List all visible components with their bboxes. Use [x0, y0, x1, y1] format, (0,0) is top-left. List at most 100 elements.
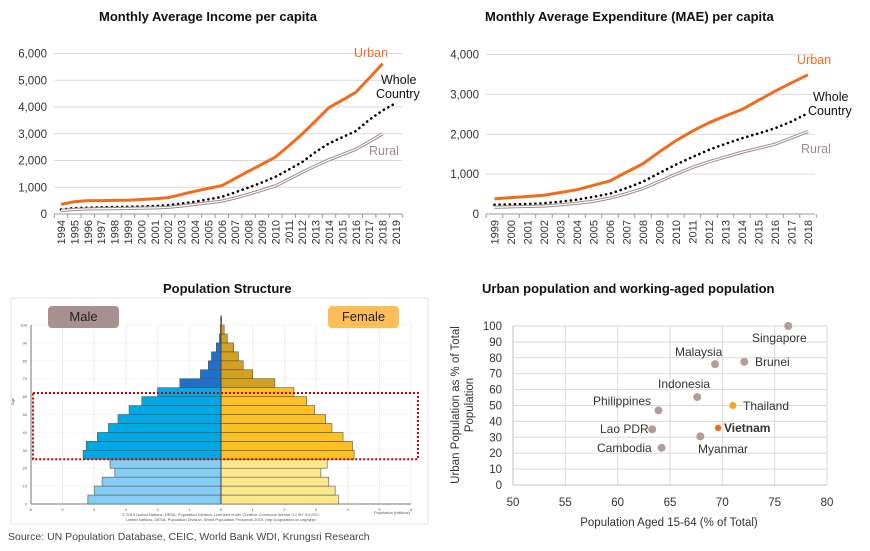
scatter-xtick-label: 65	[664, 497, 677, 509]
pyramid-bar-female	[220, 449, 355, 460]
income-xtick-label: 2006	[217, 220, 229, 244]
income-xtick-label: 2007	[230, 220, 242, 244]
expenditure-xtick-label: 1999	[490, 220, 502, 244]
expenditure-ytick-label: 0	[473, 209, 479, 221]
pyramid-xtick-label: 5	[378, 507, 381, 512]
pyramid-credit-1: © 2019 United Nations, DESA, Population …	[122, 512, 320, 517]
scatter-ytick-label: 60	[489, 385, 502, 397]
income-xtick-label: 2008	[244, 220, 256, 244]
scatter-label-philippines: Philippines	[593, 394, 651, 408]
scatter-xtick-label: 50	[507, 497, 520, 509]
pyramid-bar-male	[109, 458, 222, 469]
working-age-highlight-box	[32, 392, 419, 461]
scatter-ytick-label: 40	[489, 416, 502, 428]
pyramid-ytick-label: 80	[23, 358, 28, 363]
pyramid-bar-male	[101, 476, 222, 487]
pyramid-bar-male	[114, 467, 222, 478]
scatter-point-cambodia	[657, 443, 666, 452]
income-whole-label-2: Country	[376, 87, 421, 101]
income-xtick-label: 2009	[257, 220, 269, 244]
pyramid-ytick-label: 90	[23, 340, 28, 345]
scatter-ytick-label: 20	[489, 448, 502, 460]
scatter-point-myanmar	[696, 432, 705, 441]
expenditure-xtick-label: 2008	[638, 220, 650, 244]
scatter-ytick-label: 0	[496, 480, 502, 492]
expenditure-series-rural-line-inner	[494, 130, 809, 208]
pyramid-bar-female	[220, 485, 336, 496]
scatter-label-brunei: Brunei	[755, 355, 790, 369]
scatter-point-indonesia	[693, 393, 702, 402]
expenditure-chart-title: Monthly Average Expenditure (MAE) per ca…	[485, 9, 774, 24]
income-xtick-label: 2014	[324, 220, 336, 244]
expenditure-xtick-label: 2000	[506, 220, 518, 244]
scatter-ylabel-2: Population	[464, 378, 476, 432]
income-xtick-label: 2005	[203, 220, 215, 244]
scatter-label-cambodia: Cambodia	[597, 441, 652, 455]
income-xtick-label: 1997	[96, 220, 108, 244]
source-note: Source: UN Population Database, CEIC, Wo…	[8, 531, 370, 543]
pyramid-bar-male	[85, 441, 222, 451]
income-xtick-label: 2000	[136, 220, 148, 244]
scatter-point-lao-pdr	[648, 425, 657, 434]
pyramid-bar-male	[108, 423, 222, 433]
pyramid-bar-male	[87, 494, 222, 505]
expenditure-xtick-label: 2010	[671, 220, 683, 244]
scatter-label-malaysia: Malaysia	[675, 345, 723, 359]
pyramid-xtick-label: 0	[220, 507, 223, 512]
pyramid-bar-female	[220, 369, 254, 379]
expenditure-xtick-label: 2006	[605, 220, 617, 244]
pyramid-xlabel: Population (millions)	[374, 510, 411, 515]
income-xtick-label: 2015	[337, 220, 349, 244]
pyramid-ytick-label: 50	[23, 412, 28, 417]
pyramid-bar-male	[179, 378, 222, 388]
income-xtick-label: 2003	[177, 220, 189, 244]
scatter-ytick-label: 90	[489, 337, 502, 349]
pyramid-bar-female	[220, 476, 330, 487]
pyramid-bar-male	[82, 449, 222, 460]
pyramid-bar-male	[93, 485, 222, 496]
pyramid-ytick-label: 40	[23, 430, 28, 435]
expenditure-xtick-label: 2002	[539, 220, 551, 244]
income-ytick-label: 0	[41, 209, 47, 221]
pyramid-ytick-label: 20	[23, 466, 28, 471]
expenditure-ytick-label: 1,000	[450, 169, 479, 181]
pyramid-xtick-label: 1	[252, 507, 255, 512]
male-legend-box: Male	[48, 306, 119, 328]
pyramid-bar-male	[141, 396, 222, 406]
expenditure-xtick-label: 2005	[589, 220, 601, 244]
pyramid-ytick-label: 10	[23, 484, 28, 489]
pyramid-bar-female	[220, 458, 328, 469]
expenditure-xtick-label: 2014	[737, 220, 749, 244]
income-series-urban-line	[60, 62, 384, 206]
pyramid-bar-male	[97, 432, 222, 442]
expenditure-urban-label: Urban	[797, 53, 831, 67]
income-xtick-label: 2019	[391, 220, 403, 244]
income-xtick-label: 2004	[190, 220, 202, 244]
income-rural-label: Rural	[369, 144, 399, 158]
income-xtick-label: 2002	[163, 220, 175, 244]
expenditure-whole-label-2: Country	[808, 104, 853, 118]
income-ytick-label: 2,000	[18, 156, 47, 168]
scatter-point-malaysia	[711, 360, 720, 369]
pyramid-ylabel: Age	[10, 397, 15, 405]
income-xtick-label: 2018	[378, 220, 390, 244]
income-urban-label: Urban	[354, 46, 388, 60]
expenditure-xtick-label: 2007	[622, 220, 634, 244]
income-xtick-label: 1995	[69, 220, 81, 244]
pyramid-ytick-label: 70	[23, 376, 28, 381]
scatter-ytick-label: 80	[489, 353, 502, 365]
scatter-ytick-label: 30	[489, 432, 502, 444]
pyramid-bar-female	[220, 360, 244, 371]
pyramid-xtick-label: 3	[315, 507, 318, 512]
pyramid-bar-female	[220, 423, 333, 433]
expenditure-xtick-label: 2003	[556, 220, 568, 244]
pyramid-bar-female	[220, 414, 326, 424]
pyramid-bar-male	[128, 405, 222, 415]
pyramid-bar-male	[211, 351, 222, 362]
scatter-label-lao-pdr: Lao PDR	[600, 422, 649, 436]
income-series-rural-line-inner	[60, 133, 383, 212]
pyramid-bar-male	[208, 360, 222, 371]
income-ytick-label: 6,000	[18, 49, 47, 61]
scatter-chart-title: Urban population and working-aged popula…	[482, 281, 775, 296]
